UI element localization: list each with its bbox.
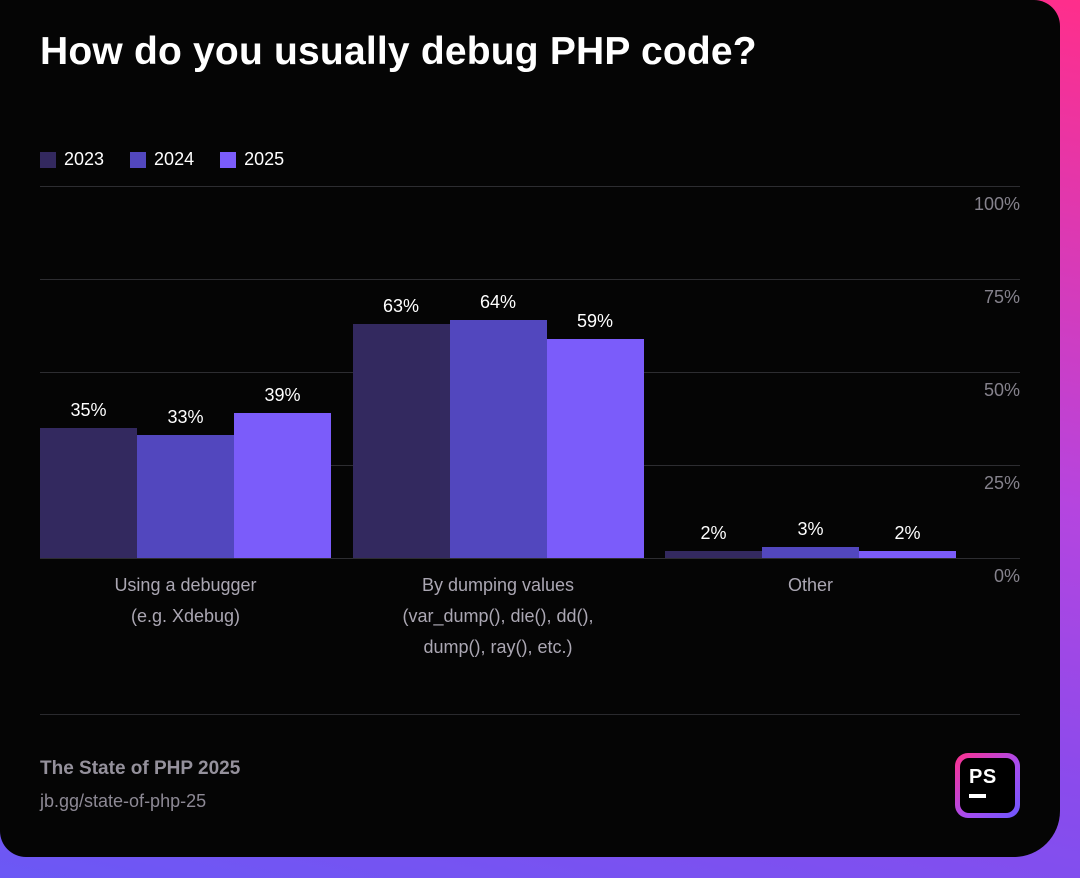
gridline bbox=[40, 558, 1020, 559]
chart-title: How do you usually debug PHP code? bbox=[40, 30, 757, 73]
bar-value-label: 39% bbox=[264, 384, 301, 405]
footer-divider bbox=[40, 714, 1020, 715]
phpstorm-logo-text: PS bbox=[969, 766, 997, 788]
bar-group: 2% 3% 2% bbox=[665, 519, 956, 558]
category-label: By dumping values (var_dump(), die(), dd(… bbox=[353, 570, 644, 663]
footer-link: jb.gg/state-of-php-25 bbox=[40, 791, 207, 811]
category-label-line: (e.g. Xdebug) bbox=[130, 606, 241, 626]
logo-underscore bbox=[969, 794, 986, 798]
category-label-line: (var_dump(), die(), dd(), bbox=[402, 606, 594, 626]
y-axis-tick-label: 100% bbox=[973, 194, 1020, 214]
bar-2024: 3% bbox=[762, 519, 859, 558]
bar-2023: 63% bbox=[352, 296, 450, 558]
category-label: Using a debugger (e.g. Xdebug) bbox=[40, 570, 331, 663]
category-label: Other bbox=[665, 570, 956, 663]
bar-2025: 59% bbox=[546, 311, 644, 558]
phpstorm-logo-inner: PS bbox=[960, 758, 1015, 813]
legend-item-2023: 2023 bbox=[40, 149, 104, 170]
bar-group: 63% 64% 59% bbox=[352, 292, 644, 558]
bar-2023: 2% bbox=[665, 523, 762, 558]
bar-chart: 100% 75% 50% 25% 0% 35% 33% 39% 63% 64% 59% 2% 3% 2% bbox=[40, 186, 1020, 586]
gridline bbox=[40, 279, 1020, 280]
y-axis-tick-label: 0% bbox=[993, 566, 1020, 586]
legend-label: 2025 bbox=[244, 149, 285, 169]
bar-2025: 2% bbox=[859, 523, 956, 558]
category-label-line: Using a debugger bbox=[114, 575, 257, 595]
bar-2024: 33% bbox=[137, 407, 234, 558]
bar-2024: 64% bbox=[449, 292, 547, 558]
legend-item-2025: 2025 bbox=[220, 149, 284, 170]
legend-item-2024: 2024 bbox=[130, 149, 194, 170]
bar-value-label: 64% bbox=[479, 291, 517, 312]
footer-title: The State of PHP 2025 bbox=[40, 758, 241, 779]
phpstorm-logo: PS bbox=[955, 753, 1020, 818]
bar-value-label: 2% bbox=[700, 522, 727, 543]
category-label-line: Other bbox=[787, 575, 834, 595]
category-label-line: dump(), ray(), etc.) bbox=[423, 637, 573, 657]
bar-value-label: 63% bbox=[382, 295, 420, 316]
legend-label: 2024 bbox=[154, 149, 195, 169]
legend-swatch bbox=[220, 151, 237, 168]
footer: The State of PHP 2025 jb.gg/state-of-php… bbox=[40, 758, 240, 812]
bar-value-label: 2% bbox=[894, 522, 921, 543]
bar-group: 35% 33% 39% bbox=[40, 385, 331, 558]
legend: 2023 2024 2025 bbox=[40, 149, 284, 170]
legend-label: 2023 bbox=[64, 149, 105, 169]
bar-value-label: 35% bbox=[70, 399, 107, 420]
legend-swatch bbox=[40, 151, 56, 168]
bar-value-label: 33% bbox=[167, 407, 204, 428]
bar-groups: 35% 33% 39% 63% 64% 59% 2% 3% 2% bbox=[40, 186, 956, 558]
bar-value-label: 3% bbox=[797, 518, 824, 539]
x-axis-category-labels: Using a debugger (e.g. Xdebug) By dumping … bbox=[40, 570, 956, 663]
gridline bbox=[40, 186, 1020, 187]
bar-value-label: 59% bbox=[576, 310, 614, 331]
chart-card: How do you usually debug PHP code? 2023 2… bbox=[40, 30, 1020, 818]
y-axis-tick-label: 50% bbox=[983, 380, 1020, 400]
legend-swatch bbox=[130, 151, 147, 168]
y-axis-tick-label: 75% bbox=[983, 287, 1020, 307]
bar-2025: 39% bbox=[234, 385, 331, 558]
y-axis-tick-label: 25% bbox=[983, 473, 1020, 493]
bar-2023: 35% bbox=[40, 400, 137, 558]
category-label-line: By dumping values bbox=[421, 575, 575, 595]
